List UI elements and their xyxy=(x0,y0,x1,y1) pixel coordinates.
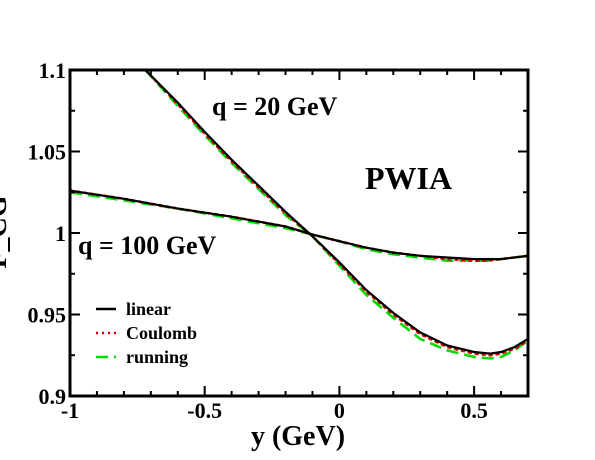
y-tick-label: 1.1 xyxy=(39,58,67,83)
legend-label-running: running xyxy=(126,347,188,367)
x-tick-label: -0.5 xyxy=(187,398,222,423)
y-tick-label: 1 xyxy=(55,221,66,246)
x-tick-label: 0.5 xyxy=(460,398,488,423)
y-tick-label: 0.9 xyxy=(39,384,67,409)
annotation-q100: q = 100 GeV xyxy=(78,231,217,260)
ticks: -1 -0.5 0 0.5 0.9 0.95 1 1.05 1.1 xyxy=(28,58,529,423)
data-layer xyxy=(70,70,528,360)
y-axis-label: F_CG xyxy=(0,195,13,268)
series-line-coulomb-q20 xyxy=(144,70,528,357)
legend-label-coulomb: Coulomb xyxy=(126,323,197,343)
y-tick-label: 0.95 xyxy=(28,303,67,328)
annotation-method: PWIA xyxy=(365,160,452,196)
series-line-linear-q20 xyxy=(144,70,528,355)
series-line-linear-q100 xyxy=(70,189,528,261)
legend-label-linear: linear xyxy=(126,299,171,319)
x-tick-label: 0 xyxy=(334,398,345,423)
legend: linear Coulomb running xyxy=(96,299,197,367)
annotation-q20: q = 20 GeV xyxy=(212,92,338,121)
x-tick-label: -1 xyxy=(61,398,79,423)
x-axis-label: y (GeV) xyxy=(251,421,345,452)
y-axis-label-group: F_CG xyxy=(0,195,13,268)
y-tick-label: 1.05 xyxy=(28,140,67,165)
